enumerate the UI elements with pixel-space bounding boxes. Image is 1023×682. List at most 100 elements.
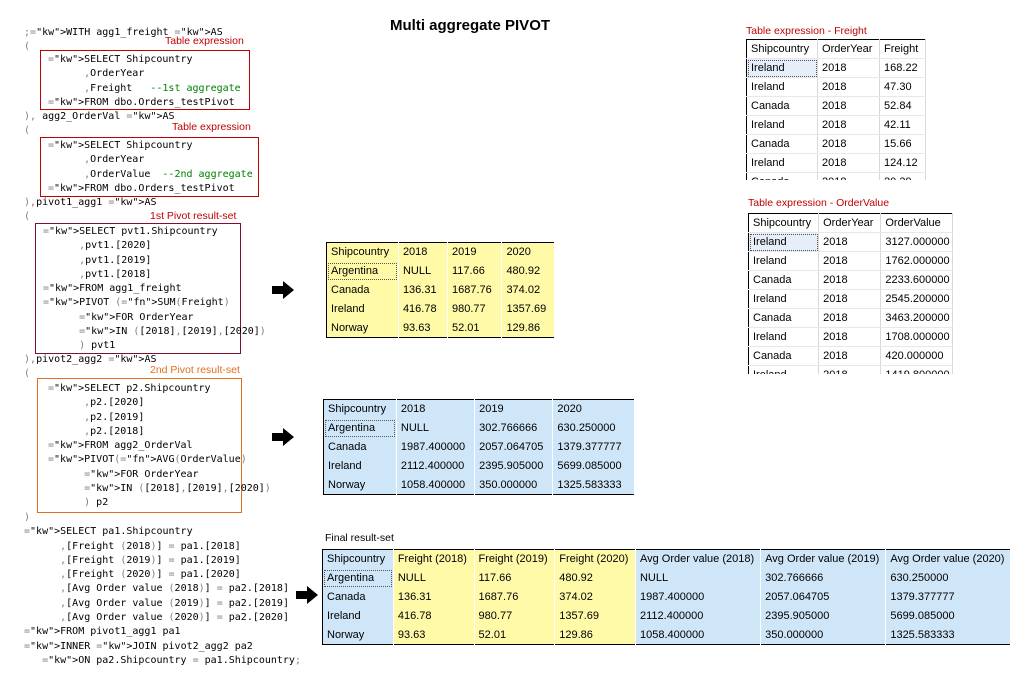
code-line: ,pvt1.[2019] — [79, 254, 152, 266]
column-header: Avg Order value (2018) — [635, 549, 762, 569]
table-cell: 2018 — [817, 115, 881, 135]
table-row: Argentina NULL 302.766666 630.250000 — [323, 418, 635, 438]
table-cell: 1357.69 — [554, 606, 636, 626]
table-cell: 168.22 — [879, 58, 926, 78]
table-cell: 136.31 — [393, 587, 475, 607]
pivot1-result-table: Shipcountry 2018 2019 2020 Argentina NULL 117.… — [326, 242, 555, 338]
code-line: ="kw">ON pa2.Shipcountry = pa1.Shipcount… — [42, 654, 301, 666]
table-cell: 2395.905000 — [474, 456, 554, 476]
table-cell: 93.63 — [398, 318, 448, 338]
column-header: Shipcountry — [326, 242, 399, 262]
table-cell: 480.92 — [501, 261, 555, 281]
code-block-cte4: ),pivot2_agg2 ="kw">AS ( — [24, 353, 157, 382]
code-box-pivot2: ="kw">SELECT p2.Shipcountry ,p2.[2020] ,… — [48, 382, 271, 511]
code-line: ="kw">SELECT p2.Shipcountry — [48, 383, 211, 394]
table-cell: 1419.800000 — [880, 365, 953, 374]
code-line: ,pvt1.[2020] — [79, 240, 152, 252]
table-cell: 2018 — [818, 308, 882, 328]
table-row: Canada 2018 52.84 — [746, 96, 926, 116]
table-cell: 350.000000 — [474, 475, 554, 495]
table-cell: 136.31 — [398, 280, 448, 300]
final-result-table: Shipcountry Freight (2018) Freight (2019) F… — [322, 549, 1011, 645]
table-cell: 350.000000 — [760, 625, 887, 645]
code-line: ,OrderValue --2nd aggregate — [84, 168, 253, 180]
code-line: ="kw">FROM dbo.Orders_testPivot — [48, 96, 235, 108]
code-line: ,[Freight (2018)] = pa1.[2018] — [60, 540, 241, 552]
code-line: ,p2.[2018] — [84, 425, 145, 437]
label-pivot2: 2nd Pivot result-set — [150, 364, 240, 376]
table-cell: NULL — [393, 568, 475, 588]
table-row: Canada 2018 420.000000 — [748, 346, 953, 366]
table-cell: 1987.400000 — [396, 437, 476, 457]
code-line: ,[Avg Order value (2018)] = pa2.[2018] — [60, 583, 289, 595]
arrow-right-icon — [296, 586, 318, 604]
code-line: ),pivot1_agg1 ="kw">AS — [24, 197, 157, 208]
code-block-final-select: ) ="kw">SELECT pa1.Shipcountry ,[Freight … — [24, 511, 301, 668]
table-expression-box-1 — [40, 50, 250, 110]
code-line: ="kw">IN ([2018],[2019],[2020]) — [84, 483, 271, 495]
table-cell: NULL — [398, 261, 448, 281]
table-cell: Ireland — [748, 251, 820, 271]
table-header-row: Shipcountry Freight (2018) Freight (2019) F… — [322, 549, 1011, 569]
table-cell: 1325.583333 — [885, 625, 1011, 645]
table-cell: 2018 — [818, 346, 882, 366]
column-header: Shipcountry — [746, 39, 819, 59]
table-cell: Norway — [323, 475, 397, 495]
code-line: ) pvt1 — [79, 340, 116, 352]
code-line: ="kw">FROM agg2_OrderVal — [48, 440, 193, 452]
table-cell: Ireland — [746, 77, 819, 97]
diagram-title: Multi aggregate PIVOT — [390, 17, 551, 34]
table-cell: 52.01 — [447, 318, 503, 338]
table-cell: 5699.085000 — [885, 606, 1011, 626]
table-row: Canada 2018 3463.200000 — [748, 308, 953, 328]
code-block-cte3: ),pivot1_agg1 ="kw">AS ( — [24, 196, 157, 225]
table-cell: 302.766666 — [760, 568, 887, 588]
freight-table-viewport: Shipcountry OrderYear Freight Ireland 2018 16… — [746, 39, 927, 180]
table-cell: Norway — [326, 318, 399, 338]
code-line: ,OrderYear — [84, 154, 145, 166]
table-cell: Ireland — [323, 456, 397, 476]
code-line: ="kw">SELECT Shipcountry — [48, 140, 193, 151]
code-line: ,[Freight (2020)] = pa1.[2020] — [60, 569, 241, 581]
table-cell: 2018 — [818, 270, 882, 290]
table-cell: 2018 — [817, 58, 881, 78]
column-header: Freight (2020) — [554, 549, 636, 569]
table-cell: 1987.400000 — [635, 587, 762, 607]
table-cell: 2018 — [817, 77, 881, 97]
label-pivot1: 1st Pivot result-set — [150, 210, 237, 222]
table-cell: 47.30 — [879, 77, 926, 97]
table-cell: Canada — [746, 134, 819, 154]
table-cell: Canada — [746, 172, 819, 180]
table-cell: 1762.000000 — [880, 251, 953, 271]
label-te-ordervalue: Table expression - OrderValue — [748, 197, 890, 209]
table-cell: NULL — [396, 418, 476, 438]
code-line: ="kw">FROM dbo.Orders_testPivot — [48, 182, 235, 194]
table-cell: 1058.400000 — [635, 625, 762, 645]
column-header: 2018 — [398, 242, 448, 262]
table-cell: 3127.000000 — [880, 232, 953, 252]
table-cell: 1379.377777 — [885, 587, 1011, 607]
column-header: OrderYear — [817, 39, 881, 59]
table-cell: Argentina — [323, 418, 397, 438]
table-cell: 2545.200000 — [880, 289, 953, 309]
table-cell: 1357.69 — [501, 299, 555, 319]
table-row: Ireland 2018 42.11 — [746, 115, 926, 135]
table-cell: 2018 — [818, 289, 882, 309]
table-cell: Canada — [323, 437, 397, 457]
table-row: Ireland 416.78 980.77 1357.69 — [326, 299, 555, 319]
table-cell: 20.39 — [879, 172, 926, 180]
label-table-expression-1: Table expression — [165, 35, 244, 47]
table-cell: 480.92 — [554, 568, 636, 588]
table-cell: Canada — [326, 280, 399, 300]
code-line: ( — [24, 368, 31, 380]
table-row: Ireland 2018 2545.200000 — [748, 289, 953, 309]
code-line: ) — [24, 512, 31, 523]
table-cell: 3463.200000 — [880, 308, 953, 328]
table-row: Ireland 2018 1708.000000 — [748, 327, 953, 347]
label-table-expression-2: Table expression — [172, 121, 251, 133]
column-header: Avg Order value (2019) — [760, 549, 887, 569]
table-cell: 117.66 — [474, 568, 556, 588]
table-cell: Ireland — [322, 606, 394, 626]
code-line: ="kw">FOR OrderYear — [79, 311, 194, 323]
table-cell: Ireland — [326, 299, 399, 319]
